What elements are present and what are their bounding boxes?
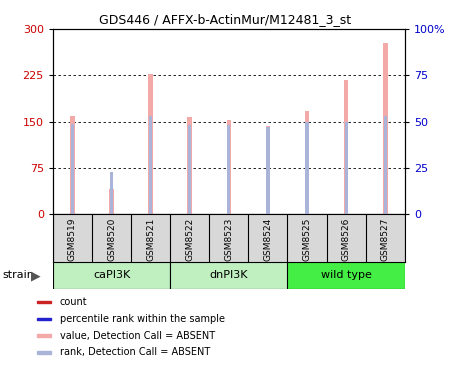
Bar [383, 116, 386, 214]
Text: GSM8524: GSM8524 [263, 218, 272, 261]
Bar [70, 116, 75, 214]
Bar [226, 120, 231, 214]
Bar [187, 117, 192, 214]
Bar [304, 111, 309, 214]
Text: rank, Detection Call = ABSENT: rank, Detection Call = ABSENT [60, 347, 209, 358]
Bar [53, 262, 170, 289]
Bar [37, 335, 51, 337]
Bar [149, 116, 152, 214]
Bar [188, 126, 191, 214]
Bar [343, 80, 348, 214]
Text: caPI3K: caPI3K [93, 270, 130, 280]
Bar [37, 301, 51, 303]
Text: GSM8526: GSM8526 [341, 218, 350, 261]
Bar [265, 126, 270, 214]
Text: GSM8522: GSM8522 [185, 218, 194, 261]
Bar [227, 126, 230, 214]
Text: GSM8519: GSM8519 [68, 218, 77, 261]
Bar [37, 317, 51, 320]
Text: dnPI3K: dnPI3K [209, 270, 247, 280]
Bar [170, 262, 287, 289]
Text: count: count [60, 297, 87, 307]
Bar [71, 124, 74, 214]
Bar [109, 190, 114, 214]
Bar [37, 351, 51, 354]
Text: strain: strain [2, 270, 34, 280]
Text: GSM8521: GSM8521 [146, 218, 155, 261]
Bar [148, 74, 153, 214]
Text: GSM8523: GSM8523 [224, 218, 233, 261]
Bar [344, 122, 347, 214]
Text: GSM8520: GSM8520 [107, 218, 116, 261]
Bar [287, 262, 404, 289]
Bar [110, 172, 113, 214]
Text: wild type: wild type [320, 270, 371, 280]
Text: GSM8527: GSM8527 [380, 218, 389, 261]
Text: value, Detection Call = ABSENT: value, Detection Call = ABSENT [60, 330, 214, 341]
Text: GSM8525: GSM8525 [302, 218, 311, 261]
Text: percentile rank within the sample: percentile rank within the sample [60, 314, 224, 324]
Bar [382, 43, 387, 214]
Text: GDS446 / AFFX-b-ActinMur/M12481_3_st: GDS446 / AFFX-b-ActinMur/M12481_3_st [99, 13, 351, 26]
Bar [305, 122, 308, 214]
Bar [266, 127, 269, 214]
Text: ▶: ▶ [31, 269, 41, 282]
